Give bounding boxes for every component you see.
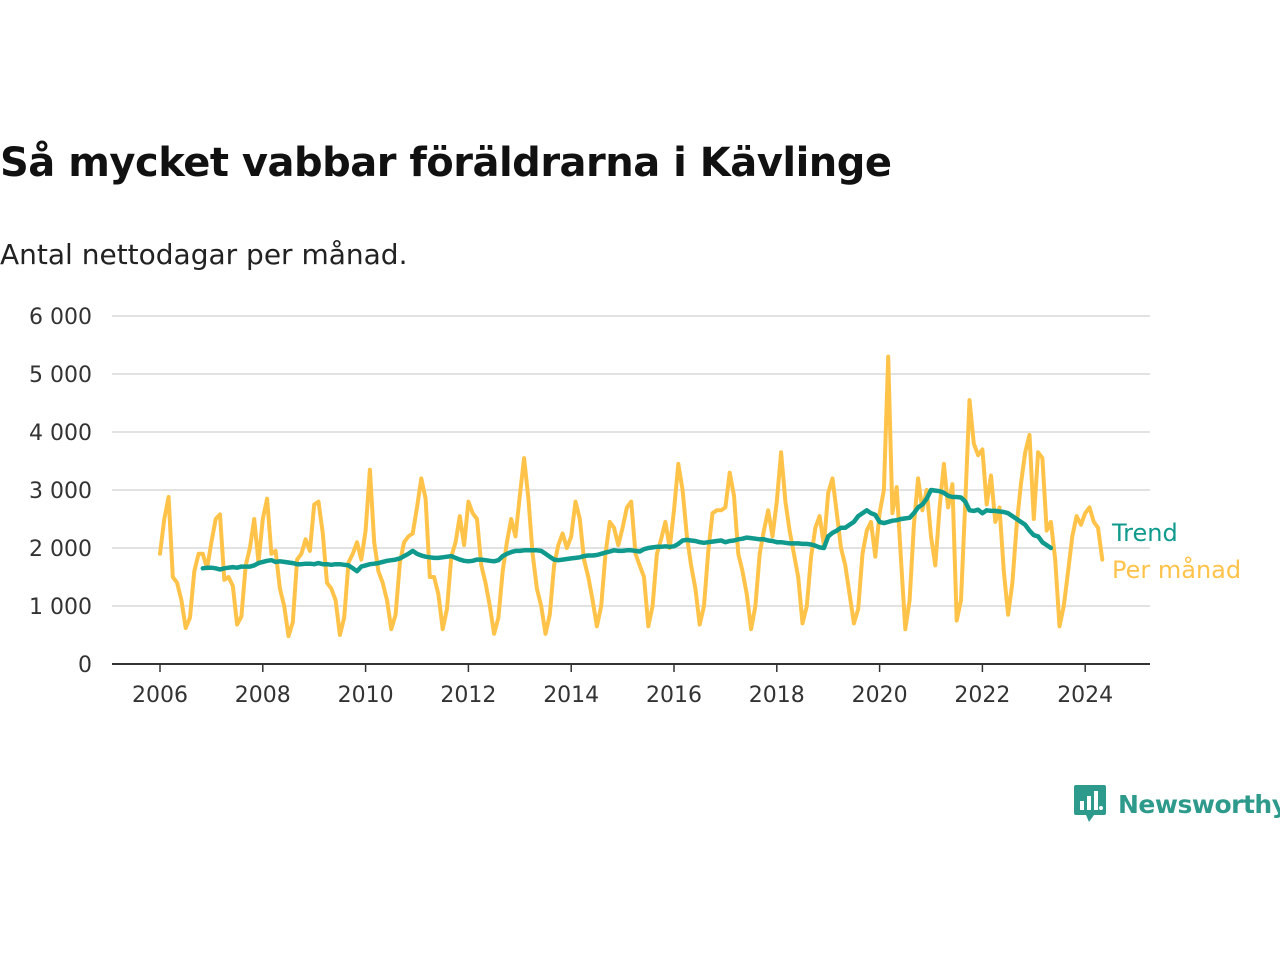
y-tick-label: 1 000 bbox=[29, 595, 92, 620]
y-tick-label: 2 000 bbox=[29, 537, 92, 562]
x-tick-label: 2008 bbox=[235, 683, 291, 708]
series-labels: Per månad Trend bbox=[1111, 519, 1241, 584]
y-tick-label: 6 000 bbox=[29, 305, 92, 330]
series-label-trend: Trend bbox=[1111, 519, 1178, 547]
series-line-trend bbox=[200, 487, 1054, 574]
y-tick-label: 3 000 bbox=[29, 479, 92, 504]
x-tick-label: 2010 bbox=[338, 683, 394, 708]
newsworthy-logo: Newsworthy bbox=[1072, 784, 1280, 824]
chart-subtitle: Antal nettodagar per månad. bbox=[0, 238, 408, 271]
x-tick-label: 2018 bbox=[749, 683, 805, 708]
y-tick-label: 5 000 bbox=[29, 363, 92, 388]
brand-name: Newsworthy bbox=[1118, 789, 1280, 819]
x-tick-label: 2022 bbox=[954, 683, 1010, 708]
x-tick-label: 2006 bbox=[132, 683, 188, 708]
series-lines bbox=[158, 354, 1105, 639]
y-tick-label: 4 000 bbox=[29, 421, 92, 446]
x-tick-label: 2014 bbox=[543, 683, 599, 708]
chart-title: Så mycket vabbar föräldrarna i Kävlinge bbox=[0, 140, 892, 186]
x-tick-label: 2024 bbox=[1057, 683, 1113, 708]
x-axis: 2006 2008 2010 2012 2014 2016 2018 2020 2022 2024 bbox=[112, 663, 1150, 708]
x-tick-label: 2016 bbox=[646, 683, 702, 708]
y-tick-label: 0 bbox=[78, 653, 92, 678]
y-axis-tick-labels: 0 1 000 2 000 3 000 4 000 5 000 6 000 bbox=[29, 305, 92, 678]
series-line-per-manad bbox=[158, 354, 1105, 639]
x-tick-label: 2020 bbox=[852, 683, 908, 708]
x-tick-label: 2012 bbox=[440, 683, 496, 708]
newsworthy-logo-icon bbox=[1074, 785, 1106, 822]
series-label-per-manad: Per månad bbox=[1112, 555, 1241, 584]
